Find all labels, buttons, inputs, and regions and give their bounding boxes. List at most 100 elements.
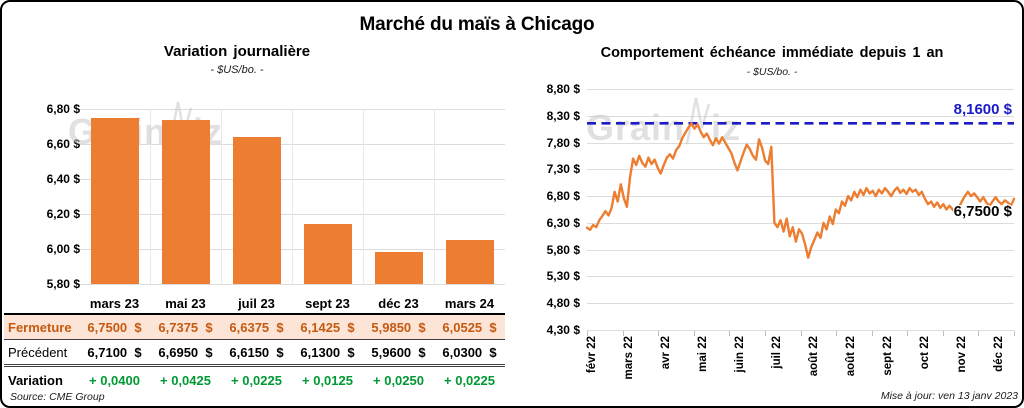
variation-value-cell: + 0,0400 xyxy=(89,372,140,388)
x-axis-tick xyxy=(871,331,873,336)
month-header-cell: déc 23 xyxy=(378,296,419,311)
y-tick-label: 6,80 $ xyxy=(46,102,80,116)
fermeture-value-cell: 6,7500 $ xyxy=(87,319,142,335)
row-label: Fermeture xyxy=(8,319,72,335)
x-tick-label: août 22 xyxy=(845,336,857,377)
variation-value-cell: + 0,0425 xyxy=(160,372,211,388)
y-tick-label: 6,30 $ xyxy=(546,215,580,230)
source-note: Source: CME Group xyxy=(10,391,105,403)
variation-value-cell: + 0,0250 xyxy=(373,372,424,388)
x-tick-label: févr 22 xyxy=(586,336,598,374)
x-axis-tick xyxy=(729,331,731,336)
y-tick-label: 7,30 $ xyxy=(546,162,580,177)
x-axis-tick xyxy=(978,331,980,336)
y-tick-label: 6,80 $ xyxy=(546,189,580,204)
gridline xyxy=(587,115,1014,117)
gridline xyxy=(587,276,1014,278)
fermeture-value-cell: 6,6375 $ xyxy=(229,319,284,335)
trend-line-svg xyxy=(585,121,1016,259)
page-title: Marché du maïs à Chicago xyxy=(359,14,595,35)
gridline xyxy=(434,109,435,284)
x-axis-tick xyxy=(836,331,838,336)
x-axis-tick xyxy=(1014,331,1015,336)
x-tick-label: nov 22 xyxy=(956,336,968,373)
table-row-fermeture: Fermeture 6,7500 $ 6,7375 $ 6,6375 $ 6,1425 … xyxy=(4,315,505,340)
precedent-value-cell: 5,9600 $ xyxy=(371,344,426,360)
y-tick-label: 5,30 $ xyxy=(546,269,580,284)
precedent-value-cell: 6,6950 $ xyxy=(158,344,213,360)
y-tick-label: 8,30 $ xyxy=(546,108,580,123)
table-header-row: mars 23 mai 23 juil 23 sept 23 déc 23 mars 24 xyxy=(4,294,505,315)
bar xyxy=(161,119,210,284)
x-axis-tick xyxy=(942,331,944,336)
x-tick-label: mars 22 xyxy=(623,336,635,380)
gridline xyxy=(363,109,364,284)
line-chart-title: Comportement échéance immédiate depuis 1… xyxy=(600,45,944,61)
x-tick-label: juin 22 xyxy=(734,336,746,373)
x-axis-tick xyxy=(587,331,588,336)
precedent-value-cell: 6,7100 $ xyxy=(87,344,142,360)
gridline xyxy=(292,109,293,284)
gridline xyxy=(221,109,222,284)
row-label: Précédent xyxy=(8,344,68,360)
x-axis-tick xyxy=(764,331,766,336)
y-tick-label: 4,80 $ xyxy=(546,296,580,311)
fermeture-value-cell: 6,0525 $ xyxy=(442,319,497,335)
row-label: Variation xyxy=(8,372,63,388)
x-axis-tick xyxy=(800,331,802,336)
gridline xyxy=(587,142,1014,144)
y-tick-label: 6,40 $ xyxy=(46,172,80,186)
y-tick-label: 8,80 $ xyxy=(546,82,580,96)
reference-price-label: 8,1600 $ xyxy=(953,101,1012,118)
gridline xyxy=(587,169,1014,171)
trend-line-plot xyxy=(585,89,1016,331)
gridline xyxy=(79,284,505,285)
price-table: mars 23 mai 23 juil 23 sept 23 déc 23 mars 24… xyxy=(4,294,505,393)
y-tick-label: 6,00 $ xyxy=(46,242,80,256)
bar xyxy=(303,224,352,284)
x-axis-tick xyxy=(907,331,909,336)
gridline xyxy=(587,196,1014,198)
bar-chart-subtitle: - $US/bo. - xyxy=(210,64,264,76)
x-tick-label: juil 22 xyxy=(771,336,783,369)
last-price-label: 6,7500 $ xyxy=(953,203,1012,220)
watermark-right: Grain iz xyxy=(586,97,741,148)
fermeture-value-cell: 6,7375 $ xyxy=(158,319,213,335)
x-tick-label: août 22 xyxy=(808,336,820,377)
price-series-line xyxy=(585,122,1016,259)
y-tick-label: 4,30 $ xyxy=(546,323,580,337)
bar xyxy=(232,137,281,284)
precedent-value-cell: 6,1300 $ xyxy=(300,344,355,360)
variation-value-cell: + 0,0225 xyxy=(231,372,282,388)
fermeture-value-cell: 5,9850 $ xyxy=(371,319,426,335)
x-tick-label: avr 22 xyxy=(660,336,672,370)
variation-value-cell: + 0,0225 xyxy=(444,372,495,388)
table-row-precedent: Précédent 6,7100 $ 6,6950 $ 6,6150 $ 6,1300 … xyxy=(4,340,505,367)
x-tick-label: mai 22 xyxy=(697,336,709,372)
month-header-cell: mars 23 xyxy=(89,296,140,311)
y-tick-label: 6,60 $ xyxy=(46,137,80,151)
gridline xyxy=(587,330,1014,331)
variation-value-cell: + 0,0125 xyxy=(302,372,353,388)
month-header-cell: mai 23 xyxy=(165,296,206,311)
month-header-cell: mars 24 xyxy=(444,296,495,311)
x-axis-tick xyxy=(622,331,624,336)
y-tick-label: 5,80 $ xyxy=(546,242,580,257)
bar xyxy=(374,251,423,284)
update-note: Mise à jour: ven 13 janv 2023 xyxy=(880,390,1018,402)
watermark-text: Grain xyxy=(586,107,686,148)
y-tick-label: 6,20 $ xyxy=(46,207,80,221)
gridline xyxy=(587,222,1014,224)
line-chart-subtitle: - $US/bo. - xyxy=(746,66,798,78)
month-header-cell: sept 23 xyxy=(305,296,350,311)
fermeture-value-cell: 6,1425 $ xyxy=(300,319,355,335)
trend-y-axis: 8,80 $ 8,30 $ 7,80 $ 7,30 $ 6,80 $ 6,30 $ 5,80… xyxy=(528,82,580,346)
bar xyxy=(90,117,139,284)
precedent-value-cell: 6,6150 $ xyxy=(229,344,284,360)
bar xyxy=(445,239,494,284)
x-tick-label: oct 22 xyxy=(919,336,931,370)
precedent-value-cell: 6,0300 $ xyxy=(442,344,497,360)
x-axis-tick xyxy=(693,331,695,336)
x-tick-label: déc 22 xyxy=(993,336,1005,372)
